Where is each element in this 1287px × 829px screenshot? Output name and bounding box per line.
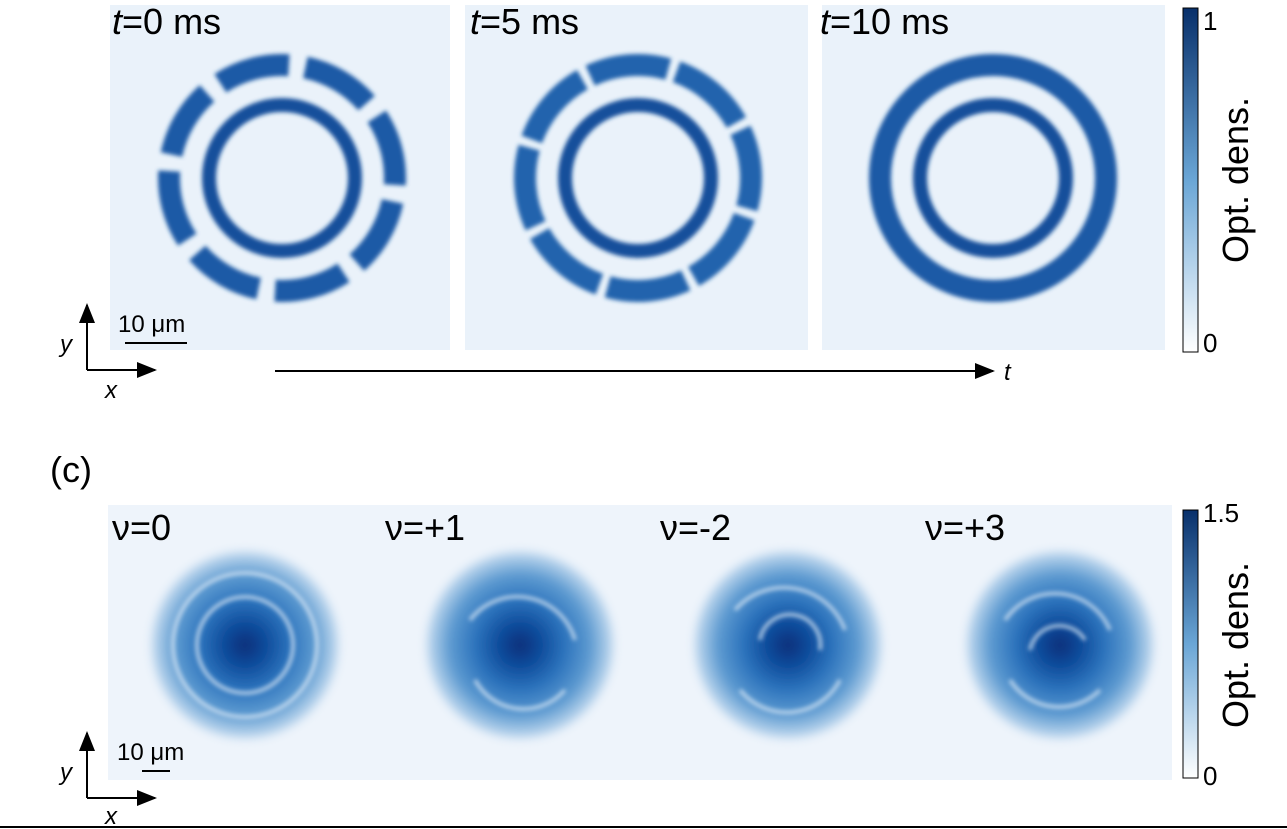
colorbar-tick: 0 [1203, 761, 1217, 791]
scale-bar-label: 10 μm [117, 739, 184, 766]
panel-label: (c) [50, 449, 92, 490]
panel-b-labels: t=0 ms t=5 ms t=10 ms [112, 1, 949, 42]
scale-bar-label: 10 μm [118, 311, 185, 338]
frame-label: ν=0 [112, 507, 171, 548]
frame-label: ν=+3 [925, 507, 1005, 548]
colorbar-tick: 1 [1203, 6, 1217, 36]
panel-b-images [110, 5, 1165, 350]
frame-text: =5 ms [480, 1, 579, 42]
axis-label: x [104, 803, 118, 829]
frame-label: t=0 ms [112, 1, 221, 42]
frame-label: ν=-2 [660, 507, 731, 548]
frame-text: =0 ms [122, 1, 221, 42]
axis-label: y [58, 331, 74, 358]
frame-label: ν=+1 [385, 507, 465, 548]
axis-label: x [104, 377, 118, 404]
colorbar [1182, 509, 1199, 779]
panel-c-images [145, 545, 1160, 745]
frame-text: =10 ms [830, 1, 949, 42]
colorbar-label: Opt. dens. [1215, 97, 1256, 263]
frame-label: t=5 ms [470, 1, 579, 42]
colorbar-tick: 0 [1203, 328, 1217, 358]
frame-symbol: t [112, 1, 124, 42]
time-label: t [1004, 359, 1012, 386]
colorbar-label: Opt. dens. [1215, 562, 1256, 728]
colorbar [1182, 7, 1199, 353]
frame-symbol: t [470, 1, 482, 42]
axis-label: y [58, 759, 74, 786]
frame-symbol: t [820, 1, 832, 42]
colorbar-tick: 1.5 [1203, 498, 1239, 528]
frame-label: t=10 ms [820, 1, 949, 42]
